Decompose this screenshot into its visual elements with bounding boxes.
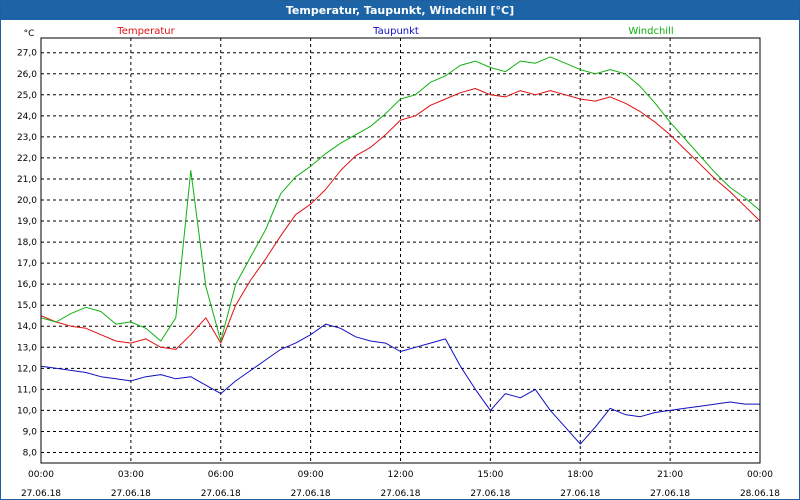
y-tick-label: 9,0 [23, 427, 38, 437]
y-tick-label: 13,0 [17, 343, 37, 353]
y-tick-label: 24,0 [17, 112, 37, 122]
y-tick-label: 15,0 [17, 301, 37, 311]
x-tick-time: 03:00 [118, 470, 144, 480]
legend-entry: Windchill [628, 26, 673, 37]
y-tick-label: 8,0 [23, 448, 38, 458]
x-tick-time: 12:00 [388, 470, 414, 480]
y-tick-label: 27,0 [17, 49, 37, 59]
y-tick-label: 26,0 [17, 70, 37, 80]
plot-frame [40, 37, 761, 464]
y-axis-label: °C [24, 29, 35, 39]
y-tick-label: 19,0 [17, 217, 37, 227]
series-line-windchill [40, 56, 761, 342]
y-tick-label: 23,0 [17, 133, 37, 143]
y-tick-label: 17,0 [17, 259, 37, 269]
axis-layer: 8,0 9,0 10,0 11,0 12,0 13,0 14,0 15,0 16,0 17,0 18… [17, 26, 780, 499]
y-tick-label: 14,0 [17, 322, 37, 332]
y-tick-label: 21,0 [17, 175, 37, 185]
y-tick-label: 16,0 [17, 280, 37, 290]
legend-entry: Temperatur [116, 26, 175, 37]
y-tick-label: 10,0 [17, 406, 37, 416]
x-tick-date: 27.06.18 [21, 489, 61, 499]
x-tick-date: 27.06.18 [380, 489, 420, 499]
y-tick-label: 11,0 [17, 385, 37, 395]
x-tick-time: 06:00 [208, 470, 234, 480]
y-tick-label: 18,0 [17, 238, 37, 248]
window-title: Temperatur, Taupunkt, Windchill [°C] [1, 1, 799, 20]
y-tick-label: 12,0 [17, 364, 37, 374]
x-tick-time: 00:00 [28, 470, 54, 480]
series-line-temperatur [40, 88, 761, 350]
x-tick-date: 27.06.18 [291, 489, 331, 499]
x-tick-time: 18:00 [567, 470, 593, 480]
chart-canvas: 8,0 9,0 10,0 11,0 12,0 13,0 14,0 15,0 16,0 17,0 18… [17, 26, 780, 499]
x-tick-time: 00:00 [747, 470, 773, 480]
y-tick-label: 25,0 [17, 91, 37, 101]
legend-entry: Taupunkt [372, 26, 419, 37]
x-tick-time: 15:00 [477, 470, 503, 480]
x-tick-date: 27.06.18 [470, 489, 510, 499]
y-tick-label: 20,0 [17, 196, 37, 206]
x-tick-date: 27.06.18 [201, 489, 241, 499]
x-tick-time: 21:00 [657, 470, 683, 480]
grid-layer [41, 38, 760, 463]
x-tick-date: 27.06.18 [560, 489, 600, 499]
y-tick-label: 22,0 [17, 154, 37, 164]
x-tick-date: 27.06.18 [111, 489, 151, 499]
x-tick-date: 27.06.18 [650, 489, 690, 499]
series-layer [40, 56, 761, 445]
series-line-taupunkt [40, 323, 760, 445]
x-tick-date: 28.06.18 [740, 489, 780, 499]
x-tick-time: 09:00 [298, 470, 324, 480]
